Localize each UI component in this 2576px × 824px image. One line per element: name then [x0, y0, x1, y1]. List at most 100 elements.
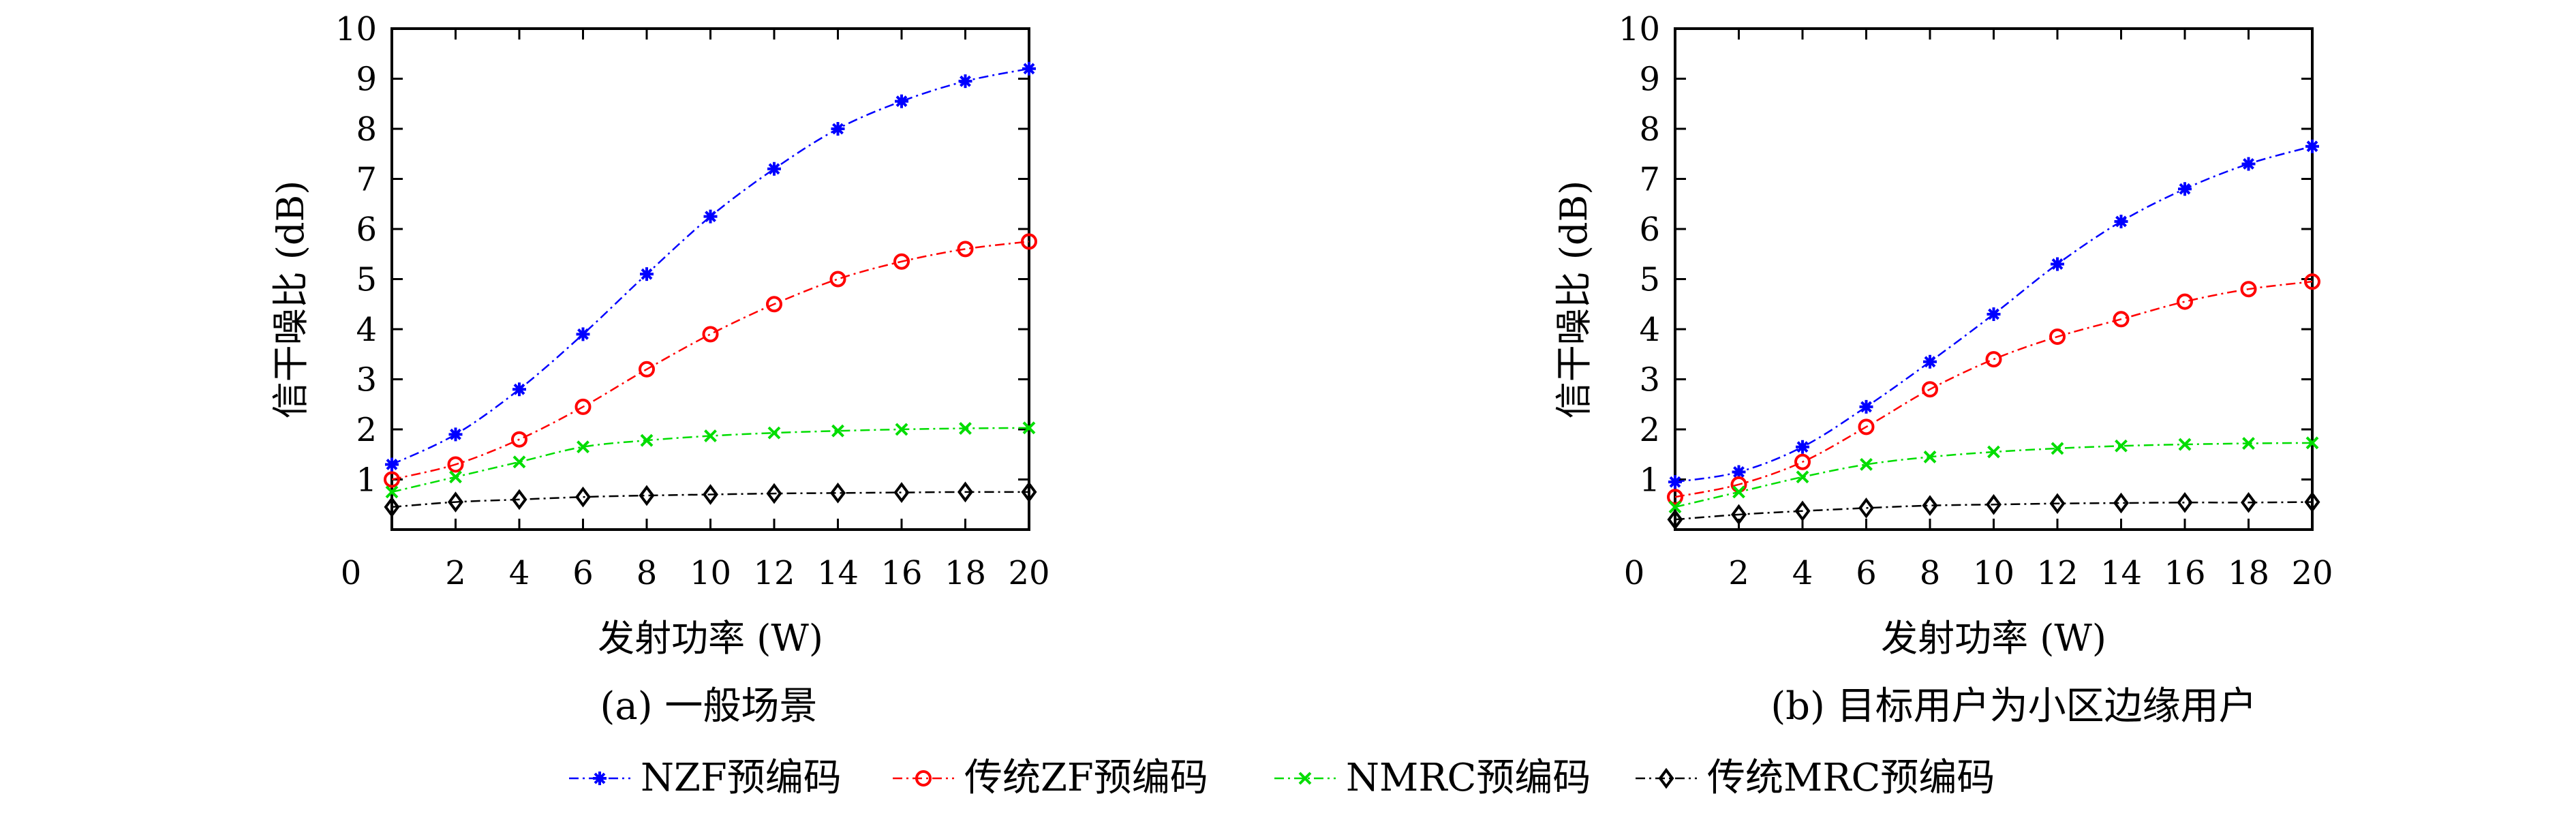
series-3 [385, 421, 1036, 499]
data-point [2049, 329, 2066, 346]
data-point [829, 271, 846, 288]
data-point [1858, 418, 1875, 436]
data-point [2304, 491, 2320, 513]
data-point [2115, 439, 2128, 453]
data-point [1022, 421, 1036, 435]
data-point [385, 485, 399, 499]
data-point [448, 427, 463, 442]
data-point [1796, 440, 1809, 454]
data-point [511, 431, 527, 448]
series-1 [1668, 139, 2319, 489]
y-tick-label: 9 [1639, 61, 1660, 99]
y-tick-label: 7 [356, 161, 377, 199]
x-tick-label: 8 [1920, 554, 1941, 592]
data-point [2051, 442, 2064, 455]
data-point [2241, 157, 2256, 171]
x-tick-label: 20 [2291, 554, 2333, 592]
x-tick-label: 20 [1008, 554, 1049, 592]
data-point [2304, 273, 2320, 290]
y-tick-label: 10 [335, 10, 377, 48]
x-tick-label: 2 [1728, 554, 1749, 592]
data-point [1021, 481, 1037, 503]
data-point [2049, 493, 2066, 515]
legend-label: NZF预编码 [641, 756, 842, 800]
series-line [391, 67, 1030, 466]
data-point [2305, 436, 2319, 450]
data-point [893, 253, 910, 270]
series-4 [1667, 491, 2320, 530]
legend-label: NMRC预编码 [1346, 756, 1591, 800]
data-point [957, 481, 973, 503]
data-point [1796, 470, 1809, 484]
legend-marker [1658, 767, 1674, 789]
data-point [639, 361, 655, 378]
x-axis-label: 发射功率 (W) [1881, 617, 2106, 660]
x-tick-label: 16 [2164, 554, 2205, 592]
y-tick-label: 4 [1639, 311, 1660, 349]
y-tick-label: 1 [1639, 461, 1660, 500]
y-tick-label: 10 [1619, 10, 1660, 48]
x-tick-label: 0 [341, 554, 362, 592]
data-point [1794, 500, 1811, 522]
data-point [703, 484, 718, 505]
data-point [1667, 489, 1683, 506]
y-tick-label: 9 [356, 61, 377, 99]
legend-marker [915, 770, 932, 787]
data-point [958, 74, 972, 89]
data-point [767, 162, 781, 176]
data-point [2305, 139, 2319, 153]
data-point [1731, 504, 1747, 525]
data-point [575, 486, 591, 508]
data-point [576, 327, 590, 341]
data-point [2114, 214, 2128, 228]
data-point [831, 424, 844, 438]
data-point [512, 455, 526, 469]
x-tick-label: 12 [2036, 554, 2078, 592]
data-point [895, 423, 908, 436]
data-point [2177, 491, 2193, 513]
x-axis-label: 发射功率 (W) [598, 617, 823, 660]
data-point [640, 433, 654, 447]
data-point [2113, 492, 2129, 514]
data-point [2242, 437, 2255, 450]
data-point [385, 457, 399, 472]
data-point [512, 382, 526, 397]
data-point [577, 440, 589, 454]
data-point [1858, 498, 1874, 519]
data-point [1668, 475, 1682, 489]
data-point [1923, 354, 1937, 369]
data-point [766, 296, 782, 313]
legend-marker [593, 772, 607, 785]
legend-marker [1298, 772, 1312, 785]
data-point [2051, 257, 2064, 271]
x-tick-label: 18 [2228, 554, 2269, 592]
data-point [1987, 445, 2000, 459]
y-tick-label: 8 [1639, 110, 1660, 149]
x-tick-label: 12 [753, 554, 795, 592]
y-tick-label: 5 [1639, 261, 1660, 299]
y-tick-label: 2 [1639, 411, 1660, 449]
series-2 [1667, 273, 2320, 506]
y-tick-label: 5 [356, 261, 377, 299]
data-point [1987, 307, 2001, 321]
y-tick-label: 6 [356, 211, 377, 249]
data-point [831, 122, 845, 136]
x-tick-label: 0 [1624, 554, 1645, 592]
x-tick-label: 2 [445, 554, 466, 592]
x-tick-label: 14 [2100, 554, 2142, 592]
x-tick-label: 4 [509, 554, 530, 592]
y-tick-label: 7 [1639, 161, 1660, 199]
data-point [1732, 465, 1746, 479]
series-4 [384, 481, 1037, 518]
chart-caption: (b) 目标用户为小区边缘用户 [1770, 684, 2256, 729]
data-point [702, 326, 719, 343]
x-tick-label: 6 [572, 554, 594, 592]
data-point [895, 94, 908, 108]
x-tick-label: 18 [945, 554, 986, 592]
data-point [448, 491, 463, 513]
y-tick-label: 6 [1639, 211, 1660, 249]
x-tick-label: 16 [880, 554, 922, 592]
legend-label: 传统MRC预编码 [1707, 756, 1995, 800]
